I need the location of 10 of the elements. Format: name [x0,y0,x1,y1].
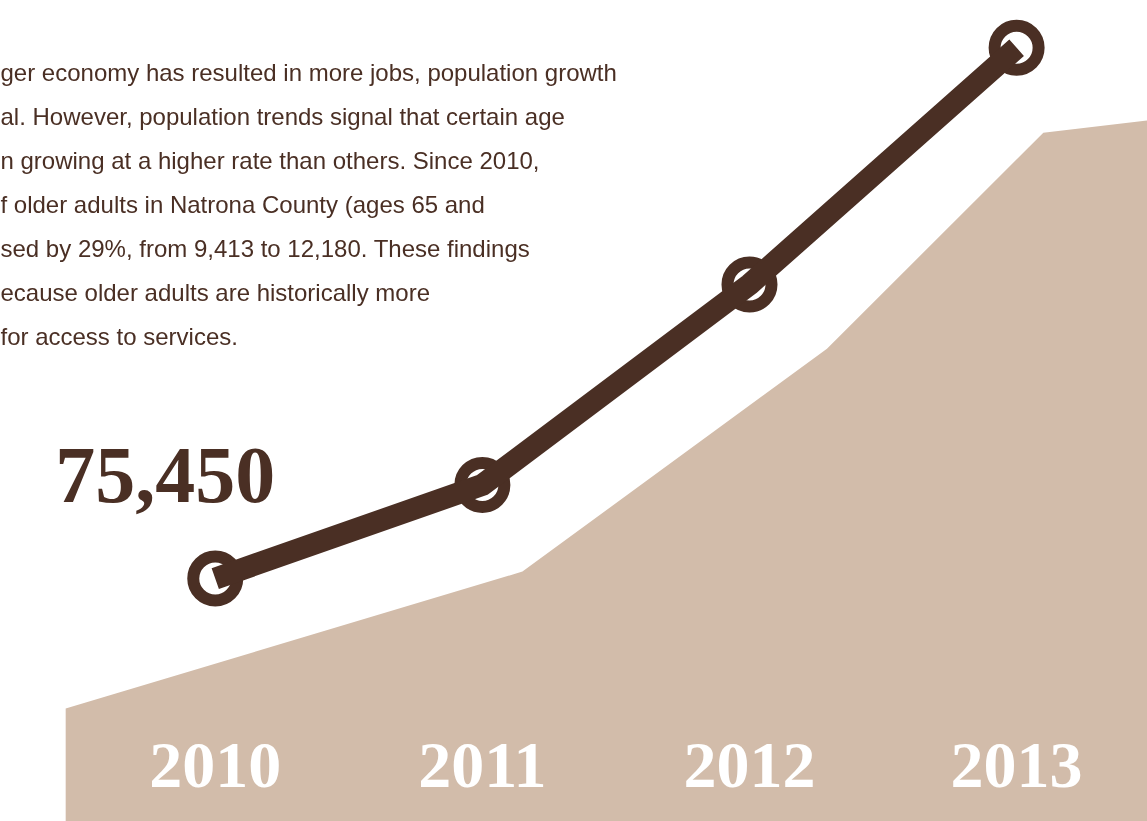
x-tick-label: 2012 [683,728,816,802]
x-tick-label: 2011 [418,728,547,802]
point [187,550,244,607]
x-tick-label: 2013 [950,728,1083,802]
annotation: ger economy has resulted in more jobs, population growth al. However, population trends signal that certain age n growing at a higher rate than others. Since 2010, f older adults in Natrona County (ages 65 and sed by 29%, from 9,413 to 12,180. These findings ecause older adults are historically more for access to services. [0,58,617,350]
x-tick-label: 2010 [149,728,282,802]
point [454,456,511,513]
point [988,19,1045,76]
point [721,256,778,313]
annotation: 75,450 [55,431,276,520]
